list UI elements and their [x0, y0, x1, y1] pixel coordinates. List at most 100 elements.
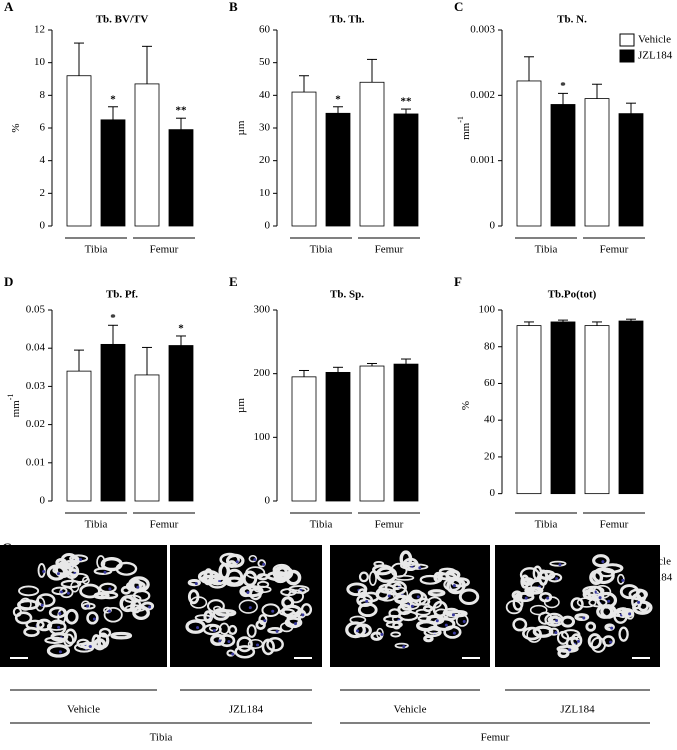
trabecula [505, 599, 523, 615]
trabecula-shade [380, 632, 384, 636]
trabecula [266, 637, 284, 652]
trabecula [349, 615, 367, 624]
y-tick-label: 40 [259, 89, 271, 101]
trabecula-shade [462, 619, 466, 623]
trabecula [93, 567, 113, 575]
y-tick-label: 20 [259, 154, 271, 166]
trabecula-shade [610, 626, 614, 630]
y-axis-label-text: % [10, 123, 22, 132]
trabecula [532, 625, 554, 638]
error-bar [558, 319, 568, 322]
trabecula-shade [444, 623, 448, 627]
bar [66, 75, 92, 227]
trabecula-shade [598, 596, 602, 600]
trabecula [48, 606, 67, 619]
trabecula-shade [88, 644, 92, 648]
trabecula [423, 634, 434, 643]
trabecula-shade [42, 569, 46, 573]
error-bar [142, 45, 152, 84]
trabecula-shade [246, 591, 250, 595]
trabecula [18, 585, 40, 597]
x-tick-label: Femur [600, 244, 629, 256]
trabecula [538, 569, 549, 586]
trabecula [132, 589, 151, 602]
trabecula [356, 593, 374, 607]
y-tick-label: 8 [40, 89, 46, 101]
trabecula-shade [637, 600, 641, 604]
trabecula [44, 636, 65, 644]
trabecula-shade [568, 648, 572, 652]
trabecula [512, 617, 528, 632]
trabecula [79, 583, 101, 599]
y-tick-label: 40 [484, 414, 496, 426]
y-tick-label: 0 [490, 220, 496, 232]
error-bar [74, 349, 84, 372]
y-tick-label: 0 [40, 220, 46, 232]
error-bar [558, 92, 568, 105]
trabecula-shade [136, 585, 140, 589]
legend-label: Vehicle [638, 34, 671, 46]
trabecula-shade [40, 603, 44, 607]
trabecula [585, 621, 597, 632]
trabecula [394, 642, 409, 649]
chart-title: Tb. N. [557, 14, 587, 26]
ct-image [170, 545, 322, 667]
trabecula [402, 557, 419, 572]
trabecula-shade [196, 626, 200, 630]
trabecula [295, 609, 307, 619]
image-label: Vehicle [394, 704, 427, 716]
trabecula [576, 597, 597, 608]
trabecula [185, 619, 206, 634]
bar [100, 119, 126, 227]
trabecula [394, 594, 410, 605]
bar [584, 98, 610, 227]
trabecula [86, 611, 99, 625]
trabecula-shade [58, 650, 62, 654]
trabecula [100, 557, 123, 572]
trabecula [227, 624, 238, 635]
trabecula-shade [576, 639, 580, 643]
trabecula-shade [356, 629, 360, 633]
trabecula [281, 596, 295, 609]
trabecula [261, 603, 281, 617]
ct-image [330, 545, 490, 667]
chart-title: Tb. Sp. [330, 289, 364, 301]
trabecula-shade [418, 566, 422, 570]
trabecula-shade [402, 645, 406, 649]
trabecula [119, 595, 136, 613]
y-tick-label: 0 [265, 220, 271, 232]
ct-image [0, 545, 167, 667]
trabecula [35, 596, 46, 612]
panel-letter: D [4, 274, 13, 289]
y-tick-label: 100 [254, 431, 271, 443]
trabecula [36, 593, 56, 608]
bar [584, 325, 610, 495]
panel-letter: A [4, 0, 14, 14]
trabecula [98, 582, 117, 594]
error-bar [367, 58, 377, 83]
trabecula [611, 610, 628, 618]
error-bar [142, 346, 152, 375]
error-bar [626, 318, 636, 322]
trabecula-shade [607, 599, 611, 603]
trabecula [511, 590, 523, 600]
trabecula [256, 573, 269, 581]
y-tick-label: 20 [484, 450, 496, 462]
trabecula-shade [582, 616, 586, 620]
y-tick-label: 6 [40, 122, 46, 134]
trabecula [69, 554, 89, 563]
y-tick-label: 0 [40, 495, 46, 507]
trabecula [458, 588, 480, 605]
y-axis-label-sup: -1 [456, 116, 465, 123]
trabecula-shade [103, 570, 107, 574]
trabecula [398, 610, 419, 622]
trabecula [51, 586, 68, 596]
y-tick-label: 0.02 [26, 418, 45, 430]
trabecula-shade [218, 639, 222, 643]
trabecula [556, 644, 579, 653]
trabecula-shade [524, 596, 528, 600]
trabecula [224, 576, 244, 587]
trabecula [103, 607, 123, 623]
x-tick-label: Tibia [310, 519, 333, 531]
